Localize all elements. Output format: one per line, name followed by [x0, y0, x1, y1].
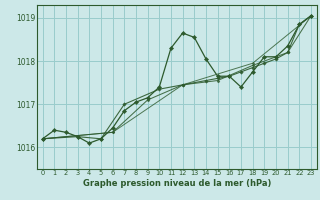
X-axis label: Graphe pression niveau de la mer (hPa): Graphe pression niveau de la mer (hPa)	[83, 179, 271, 188]
